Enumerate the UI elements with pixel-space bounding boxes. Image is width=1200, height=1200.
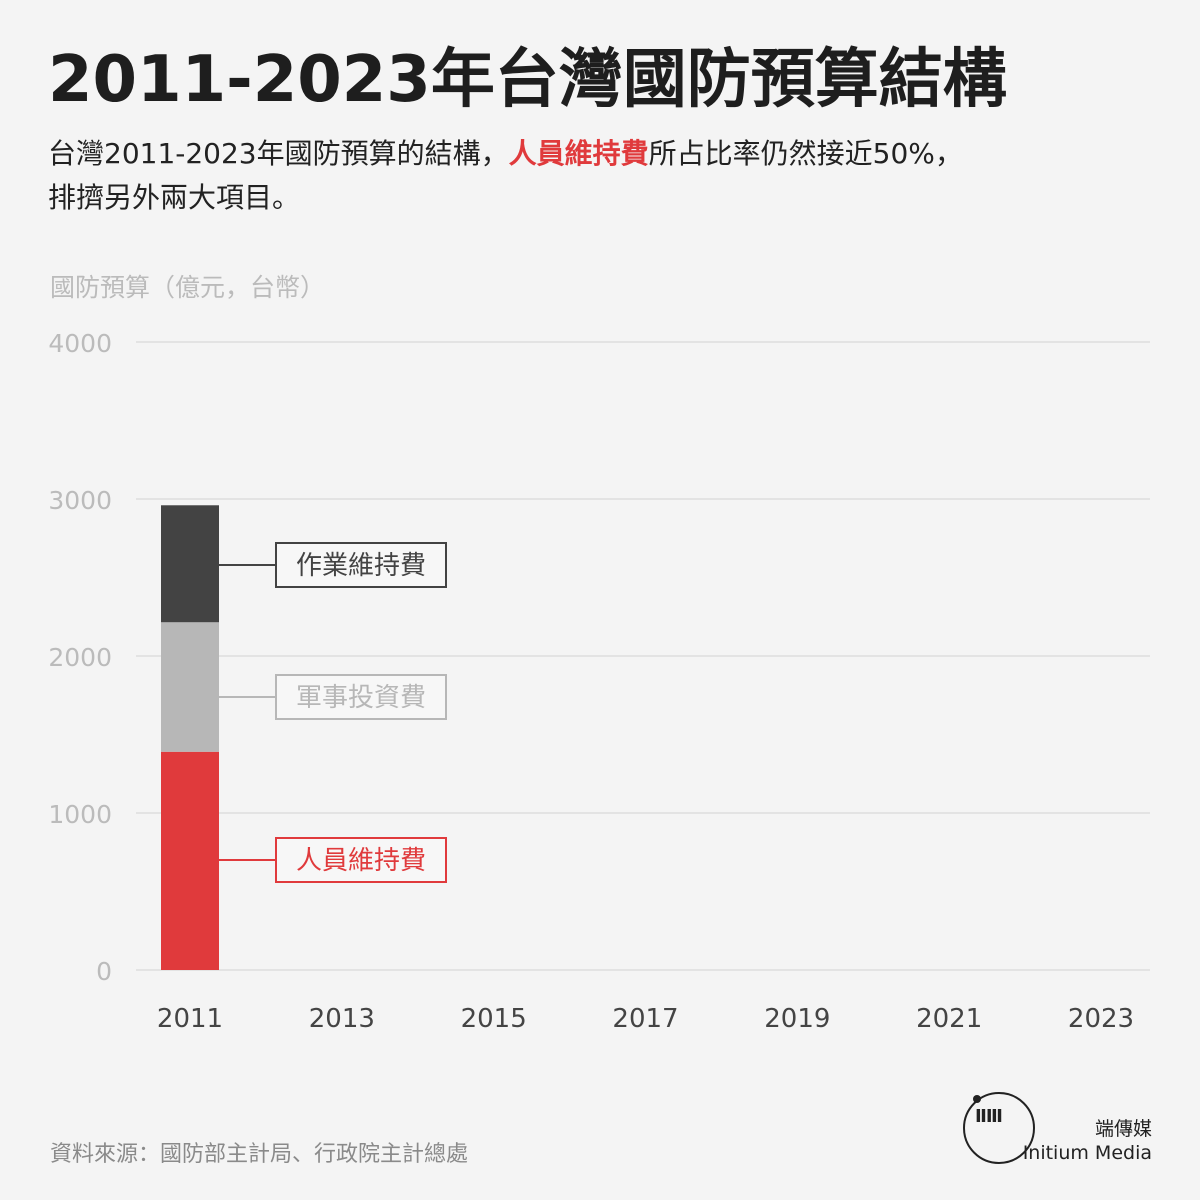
series-label-box [275,674,447,720]
y-tick-label: 0 [96,957,112,986]
chart-subtitle: 台灣2011-2023年國防預算的結構，人員維持費所占比率仍然接近50%， 排擠… [48,132,1148,220]
subtitle-text-3: 排擠另外兩大項目。 [48,181,301,214]
x-tick-label: 2023 [1068,1004,1134,1034]
logo-glyph: ⅡⅢ [975,1106,1003,1127]
bar-segment [161,751,219,970]
x-tick-label: 2011 [157,1004,223,1034]
source-note: 資料來源：國防部主計局、行政院主計總處 [50,1142,469,1167]
y-tick-label: 3000 [48,486,112,515]
brand-name-cn: 端傳媒 [1094,1118,1152,1140]
logo-dot [973,1095,981,1103]
series-label: 作業維持費 [296,551,426,581]
bar-segment [161,622,219,752]
series-label: 人員維持費 [296,846,426,876]
subtitle-highlight: 人員維持費 [508,137,649,170]
series-label-box [275,542,447,588]
series-label-box [275,837,447,883]
subtitle-text-1: 台灣2011-2023年國防預算的結構， [48,137,509,170]
stacked-bar-chart: 0 1000 2000 3000 4000 2011 2013 2015 2017 2019 202… [48,329,1150,1034]
y-tick-label: 2000 [48,643,112,672]
x-tick-label: 2015 [461,1004,527,1034]
brand-name-en: Initium Media [1022,1142,1152,1164]
y-tick-label: 1000 [48,800,112,829]
x-tick-label: 2013 [309,1004,375,1034]
y-tick-label: 4000 [48,329,112,358]
subtitle-text-2: 所占比率仍然接近50%， [648,137,963,170]
y-axis-label: 國防預算（億元，台幣） [50,273,326,302]
x-tick-label: 2019 [764,1004,830,1034]
x-tick-label: 2017 [612,1004,678,1034]
x-tick-label: 2021 [916,1004,982,1034]
chart-title: 2011-2023年台灣國防預算結構 [48,43,1007,117]
bar-segment [161,505,219,623]
initium-logo-icon [963,1092,1035,1164]
series-label: 軍事投資費 [296,683,426,713]
